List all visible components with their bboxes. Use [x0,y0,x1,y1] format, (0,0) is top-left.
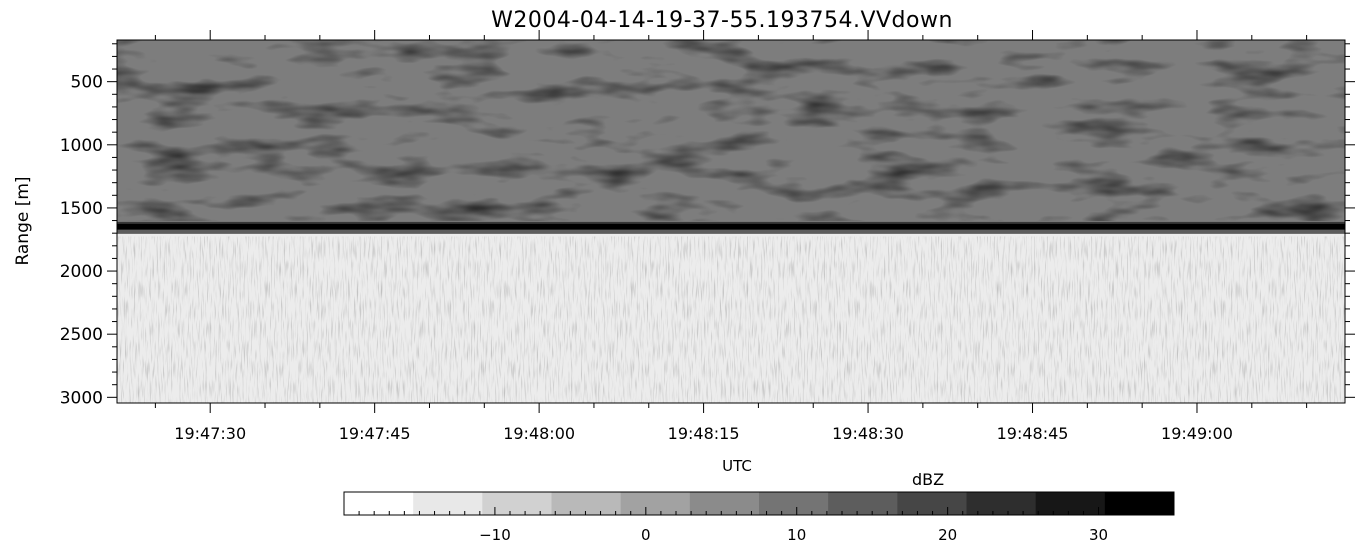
reflectivity-heatmap [117,40,1345,403]
strong-layer [117,223,1345,230]
colorbar-swatch [482,492,552,515]
colorbar-swatch [344,492,414,515]
colorbar-swatch [1104,492,1175,515]
colorbar-swatch [897,492,967,515]
y-axis: 500 1000 1500 2000 2500 3000 [60,43,1355,408]
chart-title: W2004-04-14-19-37-55.193754.VVdown [491,8,953,33]
colorbar-swatch [413,492,483,515]
y-tick-label: 3000 [60,388,103,408]
y-tick-label: 2500 [60,325,103,345]
plot-frame [116,39,1346,404]
colorbar-tick-label: 30 [1089,526,1108,544]
colorbar-title: dBZ [912,470,944,489]
y-tick-label: 1000 [60,136,103,156]
colorbar-tick-label: 0 [641,526,651,544]
echo-texture [117,40,1345,224]
colorbar-tick-label: −10 [479,526,511,544]
colorbar-swatch [620,492,691,515]
x-tick-label: 19:48:45 [997,424,1069,443]
x-axis-label: UTC [722,457,752,475]
x-tick-label: 19:48:15 [668,424,740,443]
y-tick-label: 500 [71,73,103,93]
colorbar-swatch [966,492,1037,515]
colorbar-swatch [1035,492,1106,515]
x-tick-label: 19:47:45 [339,424,411,443]
colorbar-swatch [828,492,898,515]
colorbar-swatch [759,492,829,515]
y-tick-label: 2000 [60,262,103,282]
colorbar-swatch [551,492,622,515]
y-axis-label: Range [m] [13,176,33,265]
x-tick-label: 19:49:00 [1161,424,1233,443]
colorbar: −10 0 10 20 30 [343,491,1175,544]
x-tick-label: 19:47:30 [174,424,246,443]
y-tick-label: 1500 [60,199,103,219]
colorbar-swatch [689,492,760,515]
x-axis: 19:47:30 19:47:45 19:48:00 19:48:15 19:48:30… [154,30,1308,443]
strong-layer-fade [117,229,1345,234]
x-tick-label: 19:48:30 [832,424,904,443]
colorbar-tick-label: 20 [938,526,957,544]
clear-air-texture [117,236,1345,403]
colorbar-frame [343,491,1175,516]
x-tick-label: 19:48:00 [503,424,575,443]
colorbar-tick-label: 10 [787,526,806,544]
